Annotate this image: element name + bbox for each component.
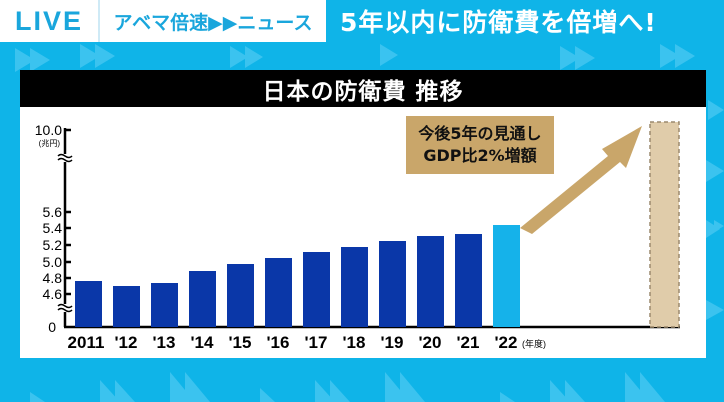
bar-2017 (303, 252, 330, 327)
y-tick-5-0: 5.0 (43, 254, 63, 270)
y-axis (57, 128, 73, 327)
projection-arrow-icon (520, 126, 642, 234)
bar-2018 (341, 247, 368, 327)
bar-2012 (113, 286, 140, 327)
bar-chart: 10.0 5.6 5.4 5.2 5.0 4.8 4.6 0 (兆円) (35, 121, 680, 352)
bar-2011 (75, 281, 102, 327)
svg-text:'13: '13 (153, 333, 176, 352)
live-badge: LIVE (0, 0, 100, 42)
svg-text:'19: '19 (381, 333, 404, 352)
y-unit-label: (兆円) (39, 138, 61, 148)
x-tick-labels: 2011 '12 '13 '14 '15 '16 '17 '18 '19 '20… (68, 333, 518, 352)
svg-text:'20: '20 (419, 333, 442, 352)
headline: 5年以内に防衛費を倍増へ! (340, 8, 657, 37)
y-tick-0: 0 (48, 319, 56, 335)
bar-2016 (265, 258, 292, 327)
bar-2015 (227, 264, 254, 327)
svg-text:'18: '18 (343, 333, 366, 352)
chart-panel: 日本の防衛費 推移 10.0 5.6 5.4 5 (20, 70, 706, 358)
svg-text:'12: '12 (115, 333, 138, 352)
svg-text:'21: '21 (457, 333, 480, 352)
bar-2020 (417, 236, 444, 327)
y-tick-5-4: 5.4 (43, 220, 63, 236)
svg-text:'17: '17 (305, 333, 328, 352)
x-unit-label: (年度) (522, 338, 546, 349)
svg-text:'14: '14 (191, 333, 214, 352)
projection-annotation: 今後5年の見通し GDP比2%増額 (406, 116, 554, 174)
chart-title: 日本の防衛費 推移 (20, 70, 706, 107)
annotation-line-1: 今後5年の見通し (418, 124, 542, 143)
svg-text:'16: '16 (267, 333, 290, 352)
svg-text:'15: '15 (229, 333, 252, 352)
svg-text:'22: '22 (495, 333, 518, 352)
bars (75, 225, 520, 327)
svg-text:2011: 2011 (68, 333, 105, 352)
annotation-line-2: GDP比2%増額 (423, 146, 537, 165)
y-tick-labels: 10.0 5.6 5.4 5.2 5.0 4.8 4.6 0 (35, 122, 62, 335)
y-tick-10: 10.0 (35, 122, 62, 138)
y-tick-5-2: 5.2 (43, 237, 63, 253)
bar-2013 (151, 283, 178, 327)
projection-bar (649, 121, 680, 328)
y-tick-4-8: 4.8 (43, 270, 63, 286)
y-tick-4-6: 4.6 (43, 286, 63, 302)
bar-2022 (493, 225, 520, 327)
program-brand: アベマ倍速▶▶ニュース (113, 11, 313, 34)
header-bar: LIVE アベマ倍速▶▶ニュース (0, 0, 326, 42)
bar-2021 (455, 234, 482, 327)
bar-2014 (189, 271, 216, 327)
bar-2019 (379, 241, 406, 327)
y-tick-5-6: 5.6 (43, 204, 63, 220)
